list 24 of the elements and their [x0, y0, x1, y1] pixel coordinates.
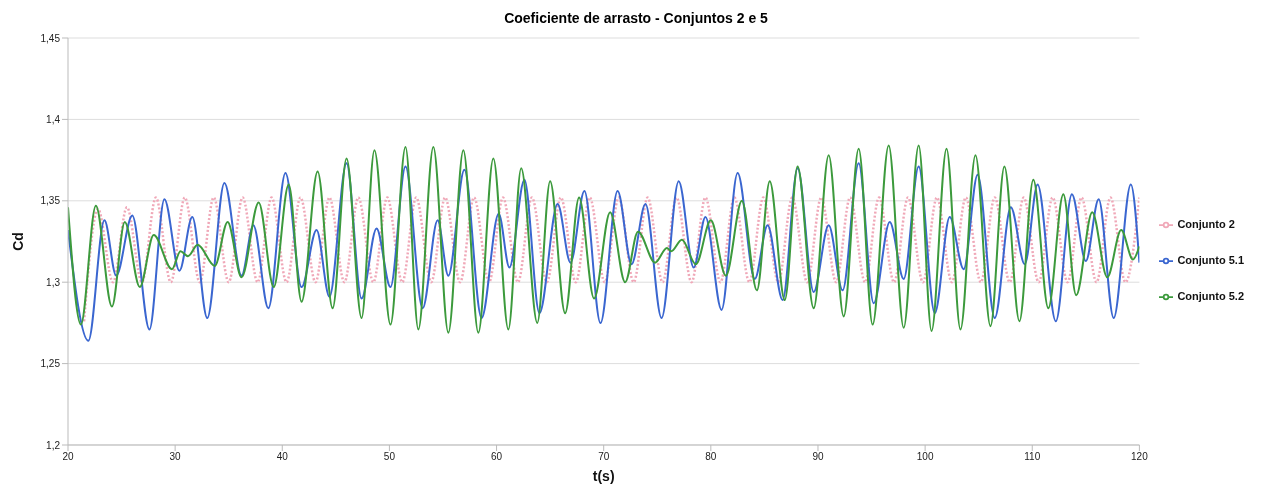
- x-tick-label: 60: [490, 451, 503, 463]
- y-tick-label: 1,45: [40, 32, 61, 44]
- y-tick-label: 1,3: [46, 276, 61, 288]
- y-axis-title: Cd: [9, 232, 26, 251]
- x-tick-label: 90: [812, 451, 824, 463]
- x-tick-label: 20: [62, 451, 74, 463]
- x-axis-title: t(s): [592, 468, 615, 484]
- x-tick-label: 100: [916, 451, 934, 463]
- x-tick-label: 40: [276, 451, 289, 463]
- x-tick-label: 110: [1024, 451, 1041, 463]
- legend-label: Conjunto 5.2: [1177, 289, 1244, 302]
- legend-label: Conjunto 2: [1177, 217, 1235, 230]
- chart-title: Coeficiente de arrasto - Conjuntos 2 e 5: [503, 9, 769, 28]
- y-tick-label: 1,25: [40, 358, 61, 370]
- y-tick-label: 1,2: [46, 439, 61, 451]
- y-tick-label: 1,35: [40, 195, 61, 207]
- x-tick-label: 70: [598, 451, 610, 463]
- x-tick-label: 80: [705, 451, 717, 463]
- x-tick-label: 30: [169, 451, 182, 463]
- x-tick-label: 120: [1131, 451, 1149, 463]
- line-series: [82, 196, 1140, 323]
- x-tick-label: 50: [383, 451, 396, 463]
- y-tick-label: 1,4: [46, 113, 61, 125]
- legend-label: Conjunto 5.1: [1177, 253, 1244, 266]
